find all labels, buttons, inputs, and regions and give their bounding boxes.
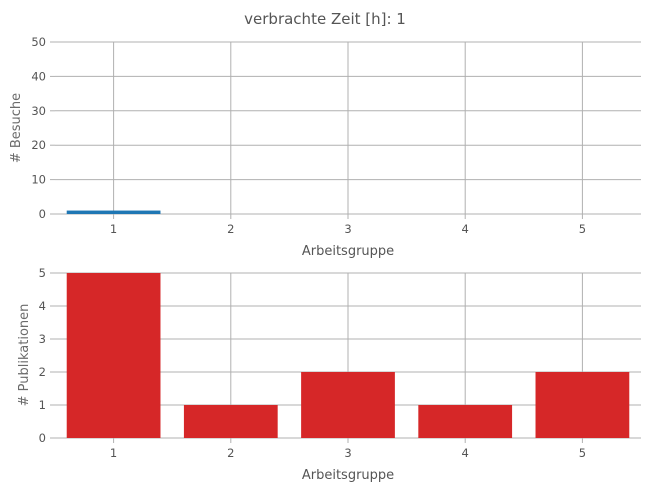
publications-bar-2 — [183, 405, 278, 438]
publications-bar-1 — [66, 273, 161, 438]
publications-y-tick-label: 3 — [39, 332, 46, 346]
publications-y-tick-label: 4 — [39, 299, 46, 313]
publications-bar-3 — [301, 372, 395, 438]
visits-y-tick-label: 30 — [31, 104, 46, 118]
publications-x-axis-label: Arbeitsgruppe — [302, 468, 394, 483]
publications-x-tick-label: 1 — [110, 446, 117, 460]
visits-y-tick-label: 10 — [31, 173, 46, 187]
visits-x-axis-label: Arbeitsgruppe — [302, 244, 394, 259]
visits-y-tick-label: 20 — [31, 138, 46, 152]
publications-x-tick-label: 4 — [462, 446, 469, 460]
figure-title: verbrachte Zeit [h]: 1 — [244, 10, 406, 28]
publications-y-tick-label: 5 — [39, 266, 46, 280]
visits-x-tick-label: 1 — [110, 222, 117, 236]
publications-x-tick-label: 3 — [344, 446, 351, 460]
visits-y-tick-label: 40 — [31, 69, 46, 83]
publications-y-axis-label: # Publikationen — [17, 304, 32, 407]
visits-x-tick-label: 3 — [344, 222, 351, 236]
visits-y-axis-label: # Besuche — [9, 93, 24, 163]
visits-x-tick-label: 4 — [462, 222, 469, 236]
visits-x-tick-label: 2 — [227, 222, 234, 236]
visits-y-tick-label: 0 — [39, 207, 46, 221]
visits-bar-1 — [66, 210, 161, 214]
visits-x-tick-label: 5 — [579, 222, 586, 236]
publications-chart: 0 1 2 3 4 5 1 2 3 4 5 — [39, 266, 641, 460]
publications-x-tick-label: 2 — [227, 446, 234, 460]
publications-bar-5 — [535, 372, 630, 438]
publications-x-tick-label: 5 — [579, 446, 586, 460]
publications-y-tick-label: 2 — [39, 365, 46, 379]
publications-bar-4 — [418, 405, 513, 438]
visits-chart: 0 10 20 30 40 50 1 2 3 4 5 — [31, 35, 641, 236]
visits-y-tick-label: 50 — [31, 35, 46, 49]
publications-y-tick-label: 0 — [39, 431, 46, 445]
publications-y-tick-label: 1 — [39, 398, 46, 412]
